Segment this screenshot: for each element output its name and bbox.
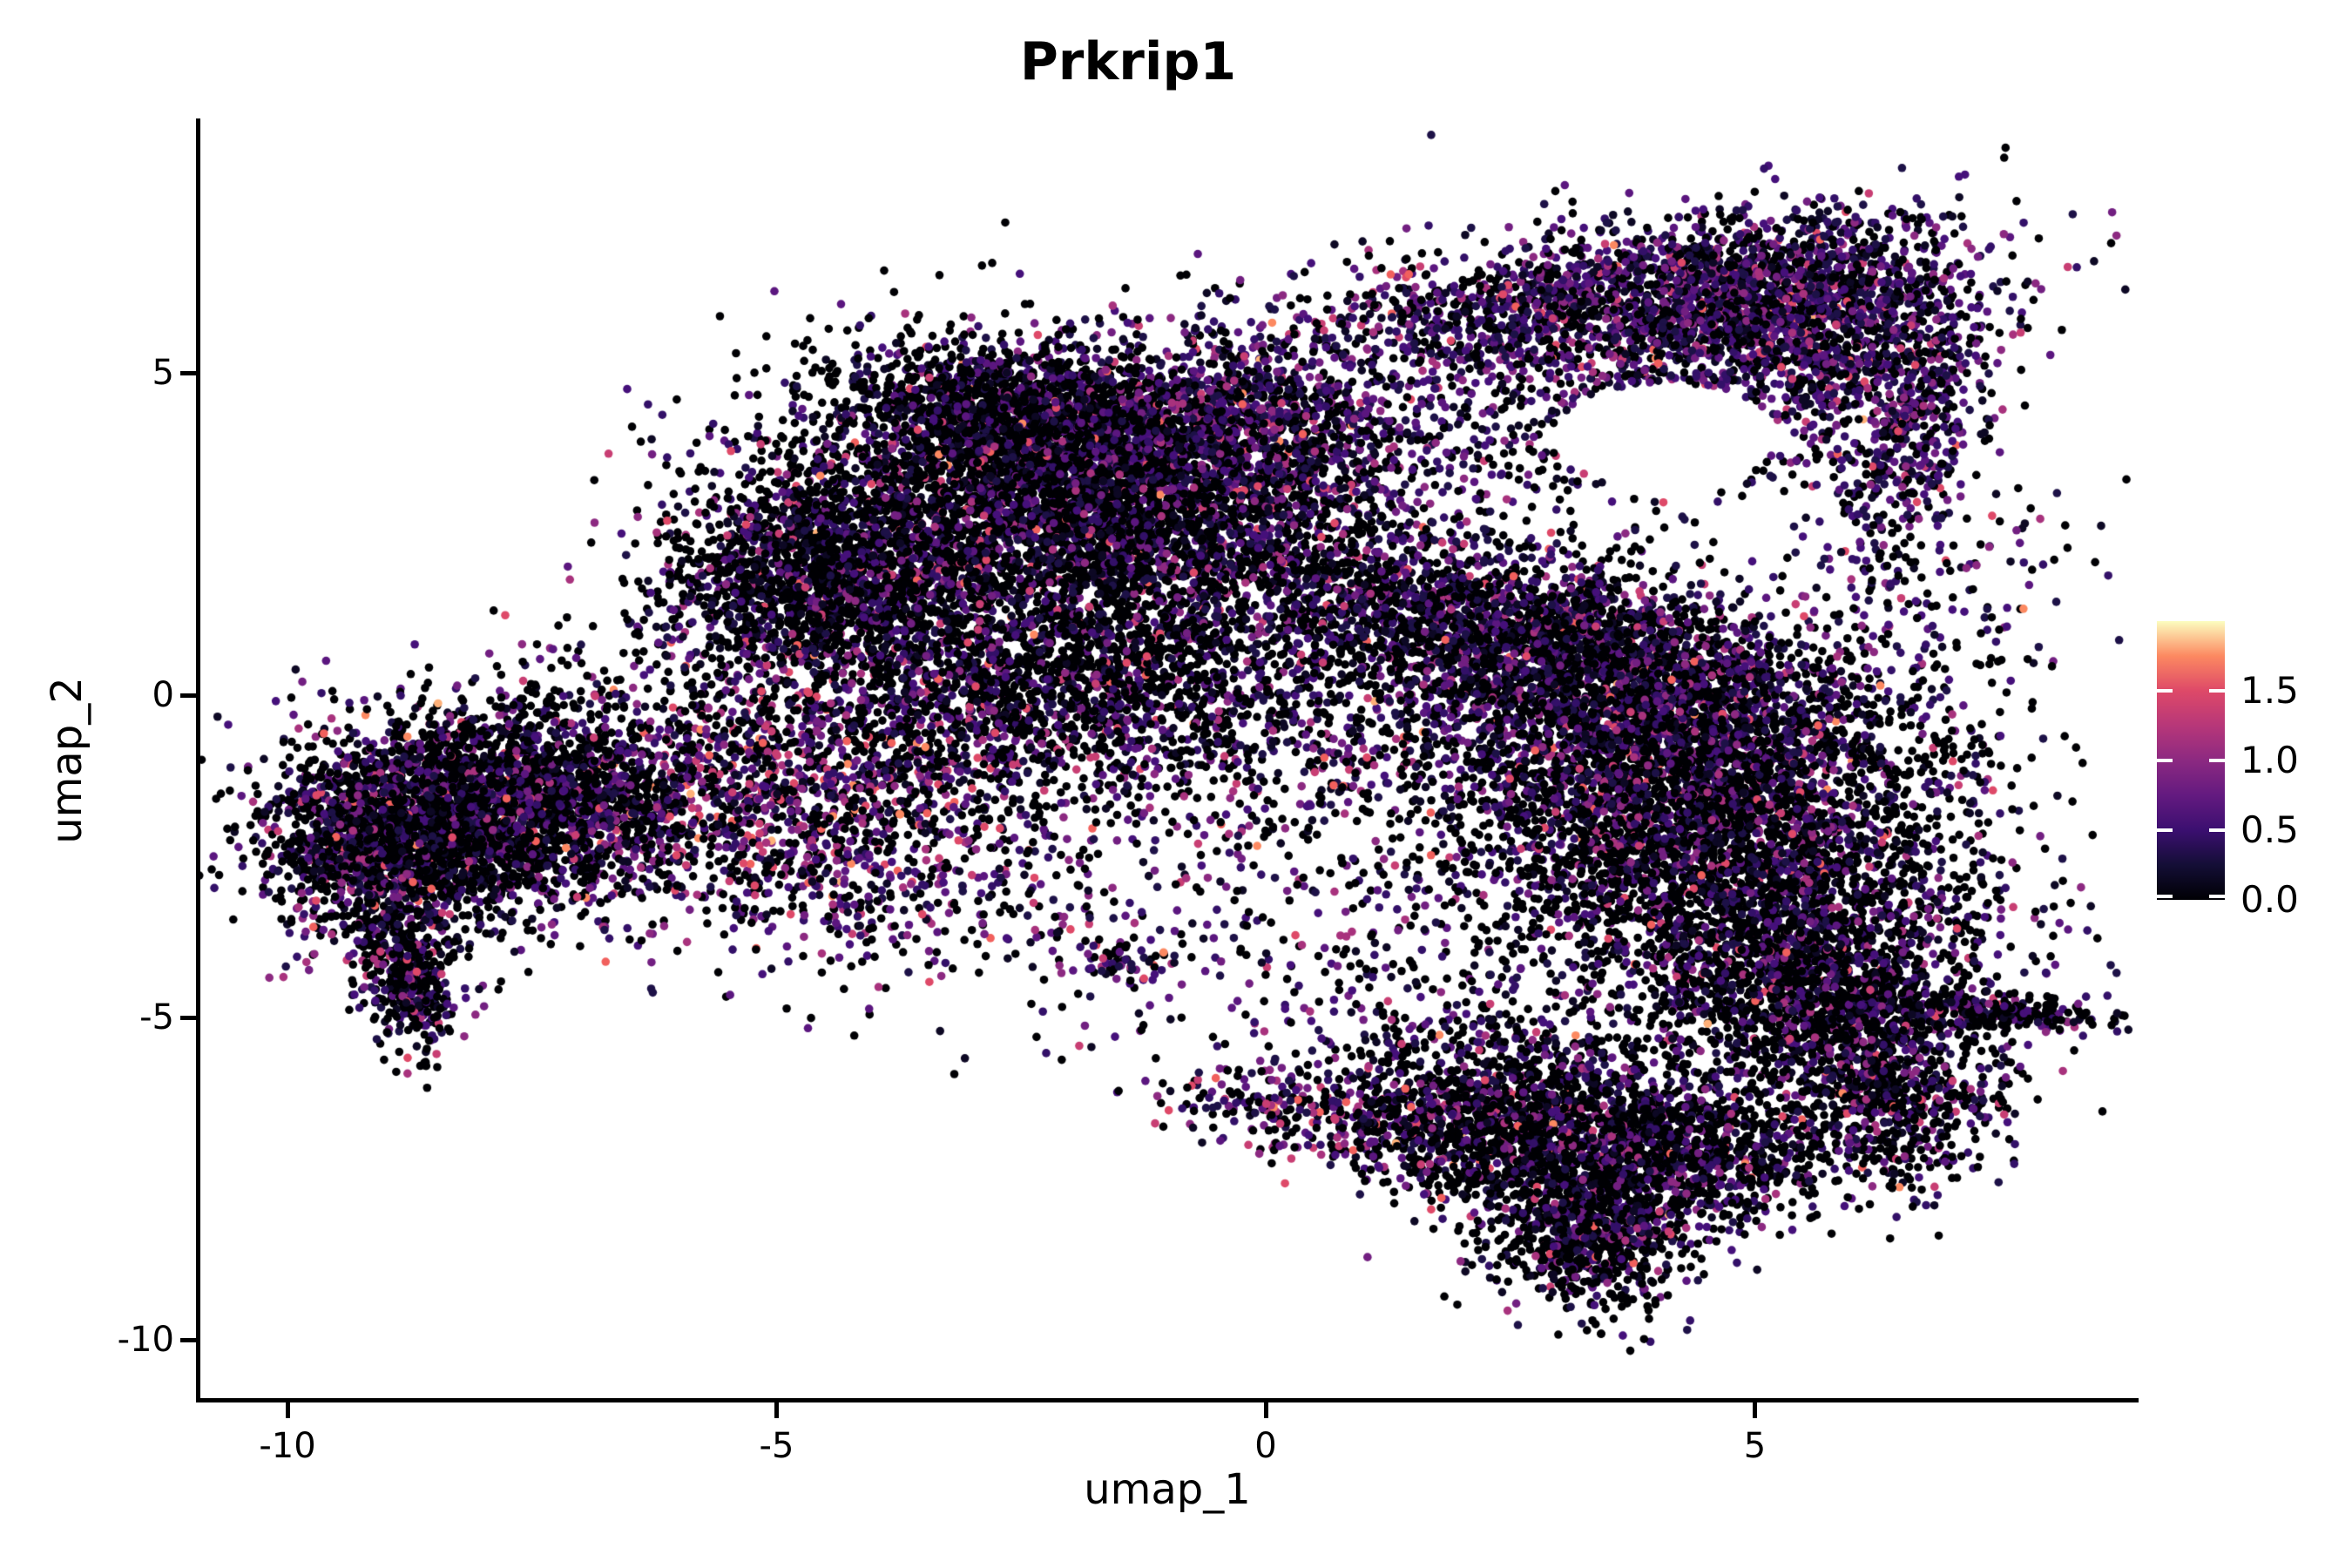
x-axis-tick-label: 0	[1254, 1426, 1277, 1466]
y-axis-tick-label: 5	[152, 353, 174, 393]
colorbar-tick-right	[2209, 895, 2225, 898]
colorbar-tick-left	[2157, 828, 2173, 832]
y-axis-tick-label: -5	[139, 997, 174, 1037]
x-axis-tick	[1753, 1402, 1757, 1418]
colorbar-tick-label: 0.5	[2240, 808, 2299, 851]
y-axis-line	[196, 118, 200, 1402]
x-axis-line	[196, 1398, 2139, 1402]
umap-scatter-canvas	[199, 120, 2136, 1398]
colorbar-tick-label: 1.5	[2240, 669, 2299, 712]
colorbar-tick-left	[2157, 689, 2173, 693]
colorbar-tick-right	[2209, 759, 2225, 762]
x-axis-tick-label: -5	[759, 1426, 794, 1466]
chart-title: Prkrip1	[1019, 31, 1237, 92]
x-axis-tick-label: -10	[259, 1426, 316, 1466]
x-axis-tick	[774, 1402, 779, 1418]
x-axis-tick-label: 5	[1743, 1426, 1767, 1466]
y-axis-tick	[180, 693, 196, 698]
y-axis-tick	[180, 370, 196, 375]
colorbar-tick-right	[2209, 689, 2225, 693]
colorbar-tick-label: 0.0	[2240, 878, 2299, 921]
x-axis-title: umap_1	[1084, 1465, 1251, 1514]
colorbar-tick-left	[2157, 895, 2173, 898]
y-axis-tick-label: 0	[152, 675, 174, 715]
y-axis-tick	[180, 1015, 196, 1020]
x-axis-tick	[285, 1402, 290, 1418]
y-axis-tick	[180, 1337, 196, 1342]
colorbar-tick-left	[2157, 759, 2173, 762]
x-axis-tick	[1263, 1402, 1268, 1418]
y-axis-tick-label: -10	[117, 1320, 174, 1360]
colorbar-tick-right	[2209, 828, 2225, 832]
colorbar-tick-label: 1.0	[2240, 739, 2299, 781]
